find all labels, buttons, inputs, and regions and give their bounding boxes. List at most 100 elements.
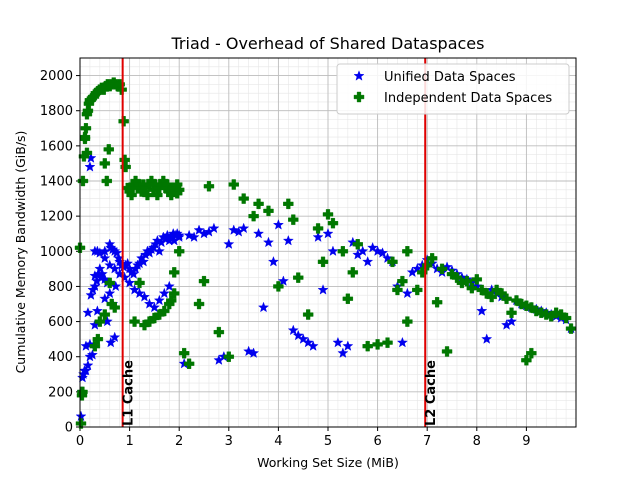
data-point — [506, 307, 517, 318]
data-point — [94, 247, 106, 258]
data-point — [272, 219, 284, 230]
data-point — [422, 260, 433, 271]
data-point — [312, 223, 324, 234]
data-point — [253, 227, 265, 239]
data-point — [342, 340, 354, 351]
data-point — [431, 297, 443, 308]
data-point — [89, 280, 101, 292]
y-tick-label: 200 — [48, 385, 73, 400]
y-tick-label: 1000 — [40, 245, 73, 260]
data-point — [119, 271, 131, 283]
data-point — [476, 305, 488, 316]
legend-marker-glyph — [353, 70, 365, 81]
axes-frame — [79, 57, 577, 428]
data-point — [357, 245, 369, 256]
data-point — [80, 123, 92, 134]
data-point — [436, 263, 448, 275]
data-point — [77, 175, 89, 187]
data-point — [327, 217, 339, 229]
data-point — [104, 277, 115, 289]
data-point — [228, 224, 240, 235]
data-point — [169, 288, 180, 299]
data-point — [129, 284, 141, 295]
data-point — [297, 333, 309, 344]
x-tick-label: 1 — [125, 434, 133, 449]
data-point — [521, 355, 532, 366]
data-point — [82, 359, 94, 371]
x-tick-label: 3 — [225, 434, 233, 449]
legend-marker-independent — [353, 91, 365, 103]
series-1 — [74, 77, 577, 429]
data-point — [486, 291, 497, 303]
data-point — [91, 305, 103, 316]
data-point — [441, 346, 453, 357]
data-point — [188, 231, 200, 242]
data-point — [104, 259, 116, 271]
data-point — [267, 256, 279, 267]
data-point — [248, 210, 259, 222]
data-point — [258, 301, 270, 313]
data-point — [104, 287, 116, 299]
data-point — [312, 231, 324, 242]
data-point — [263, 205, 274, 217]
data-point — [382, 337, 393, 348]
data-point — [99, 252, 111, 263]
data-point — [317, 284, 329, 295]
data-point — [77, 386, 88, 398]
x-tick-label: 5 — [324, 434, 332, 449]
data-point — [158, 287, 170, 299]
y-tick-label: 2000 — [40, 69, 73, 84]
data-point — [228, 179, 239, 190]
y-tick-label: 600 — [48, 315, 73, 330]
data-point — [122, 257, 134, 269]
data-point — [253, 198, 264, 210]
data-point — [124, 277, 136, 288]
data-point — [99, 309, 110, 320]
data-point — [377, 247, 389, 258]
y-tick-label: 1400 — [40, 175, 73, 190]
data-point — [138, 291, 150, 302]
data-point — [85, 289, 97, 300]
data-point — [426, 253, 438, 264]
data-point — [322, 209, 334, 220]
data-point — [134, 277, 145, 289]
data-point — [501, 293, 512, 304]
data-point — [362, 256, 374, 267]
legend-marker-glyph — [353, 91, 365, 103]
data-point — [526, 348, 537, 359]
cache-boundary-label: L1 Cache — [122, 360, 137, 426]
data-point — [238, 193, 249, 204]
data-point — [148, 301, 160, 313]
y-tick-label: 1200 — [40, 210, 73, 225]
data-point — [99, 292, 111, 304]
y-tick-label: 1800 — [40, 104, 73, 119]
data-point — [82, 307, 94, 318]
data-point — [129, 316, 140, 327]
data-point — [143, 298, 155, 309]
y-tick-label: 800 — [48, 280, 73, 295]
data-point — [173, 231, 185, 242]
data-point — [109, 331, 121, 343]
data-point — [153, 245, 165, 256]
data-point — [302, 309, 314, 320]
data-point — [193, 224, 205, 235]
data-point — [417, 267, 428, 278]
data-point — [396, 336, 408, 348]
data-point — [282, 234, 294, 246]
data-point — [89, 245, 101, 256]
data-point — [347, 267, 358, 278]
data-point — [352, 239, 363, 250]
data-point — [213, 326, 225, 338]
legend-box — [336, 63, 570, 115]
data-point — [317, 256, 329, 268]
y-axis-label: Cumulative Memory Bandwidth (GiB/s) — [13, 131, 28, 374]
data-point — [159, 305, 170, 317]
data-point — [466, 282, 478, 294]
data-point — [238, 222, 250, 234]
data-point — [178, 348, 190, 359]
data-point — [402, 316, 413, 327]
data-point — [401, 287, 413, 299]
data-point — [481, 333, 493, 344]
data-point — [565, 323, 577, 334]
